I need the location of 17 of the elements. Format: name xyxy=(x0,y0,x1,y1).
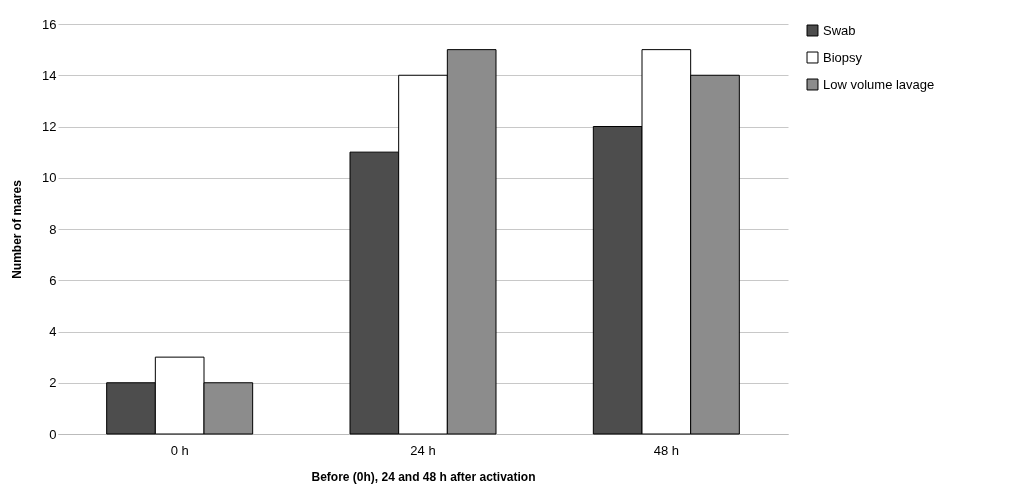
x-axis-title: Before (0h), 24 and 48 h after activation xyxy=(311,469,536,484)
y-tick-label: 12 xyxy=(42,119,57,134)
x-tick-label: 48 h xyxy=(653,442,679,458)
x-tick-label: 24 h xyxy=(410,442,436,458)
legend-label: Biopsy xyxy=(823,49,863,65)
y-tick-label: 6 xyxy=(49,272,57,288)
y-tick-label: 14 xyxy=(42,67,57,83)
y-tick-label: 0 xyxy=(49,426,57,442)
y-tick-label: 2 xyxy=(49,375,57,391)
y-tick-label: 8 xyxy=(49,221,57,237)
legend-label: Low volume lavage xyxy=(823,76,935,92)
legend-label: Swab xyxy=(823,22,856,38)
y-tick-label: 4 xyxy=(49,324,57,339)
y-tick-label: 16 xyxy=(42,16,57,32)
y-axis-title: Number of mares xyxy=(10,179,25,279)
x-tick-label: 0 h xyxy=(170,442,189,458)
y-tick-label: 10 xyxy=(42,170,57,186)
